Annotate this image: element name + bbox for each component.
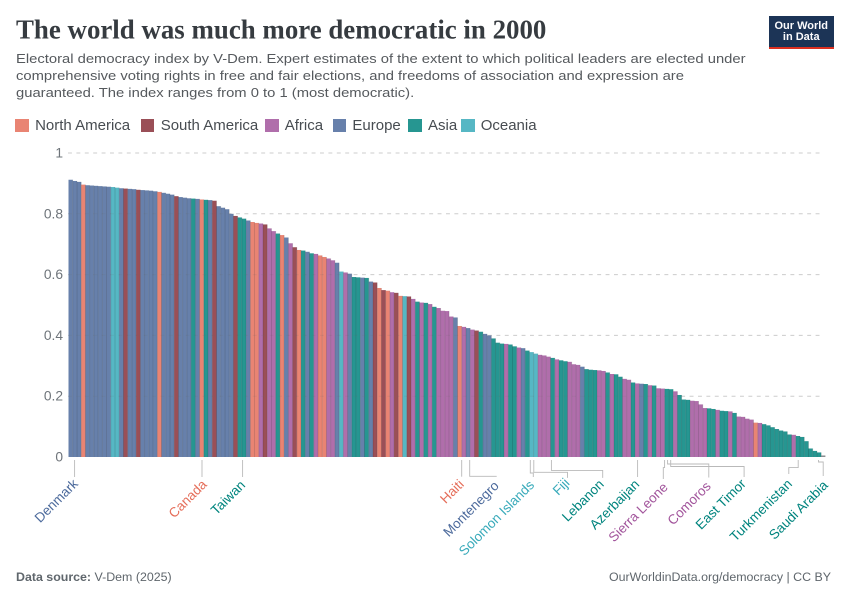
- svg-text:0.4: 0.4: [44, 328, 64, 343]
- svg-text:0.6: 0.6: [44, 267, 64, 282]
- svg-text:Canada: Canada: [166, 476, 210, 520]
- svg-text:0.8: 0.8: [44, 206, 64, 221]
- svg-text:0.2: 0.2: [44, 389, 63, 404]
- svg-text:Denmark: Denmark: [32, 476, 82, 526]
- svg-text:Taiwan: Taiwan: [208, 477, 248, 517]
- svg-text:Haiti: Haiti: [437, 477, 467, 507]
- svg-text:0: 0: [55, 450, 63, 465]
- svg-text:1: 1: [55, 146, 63, 161]
- svg-text:Fiji: Fiji: [550, 475, 573, 498]
